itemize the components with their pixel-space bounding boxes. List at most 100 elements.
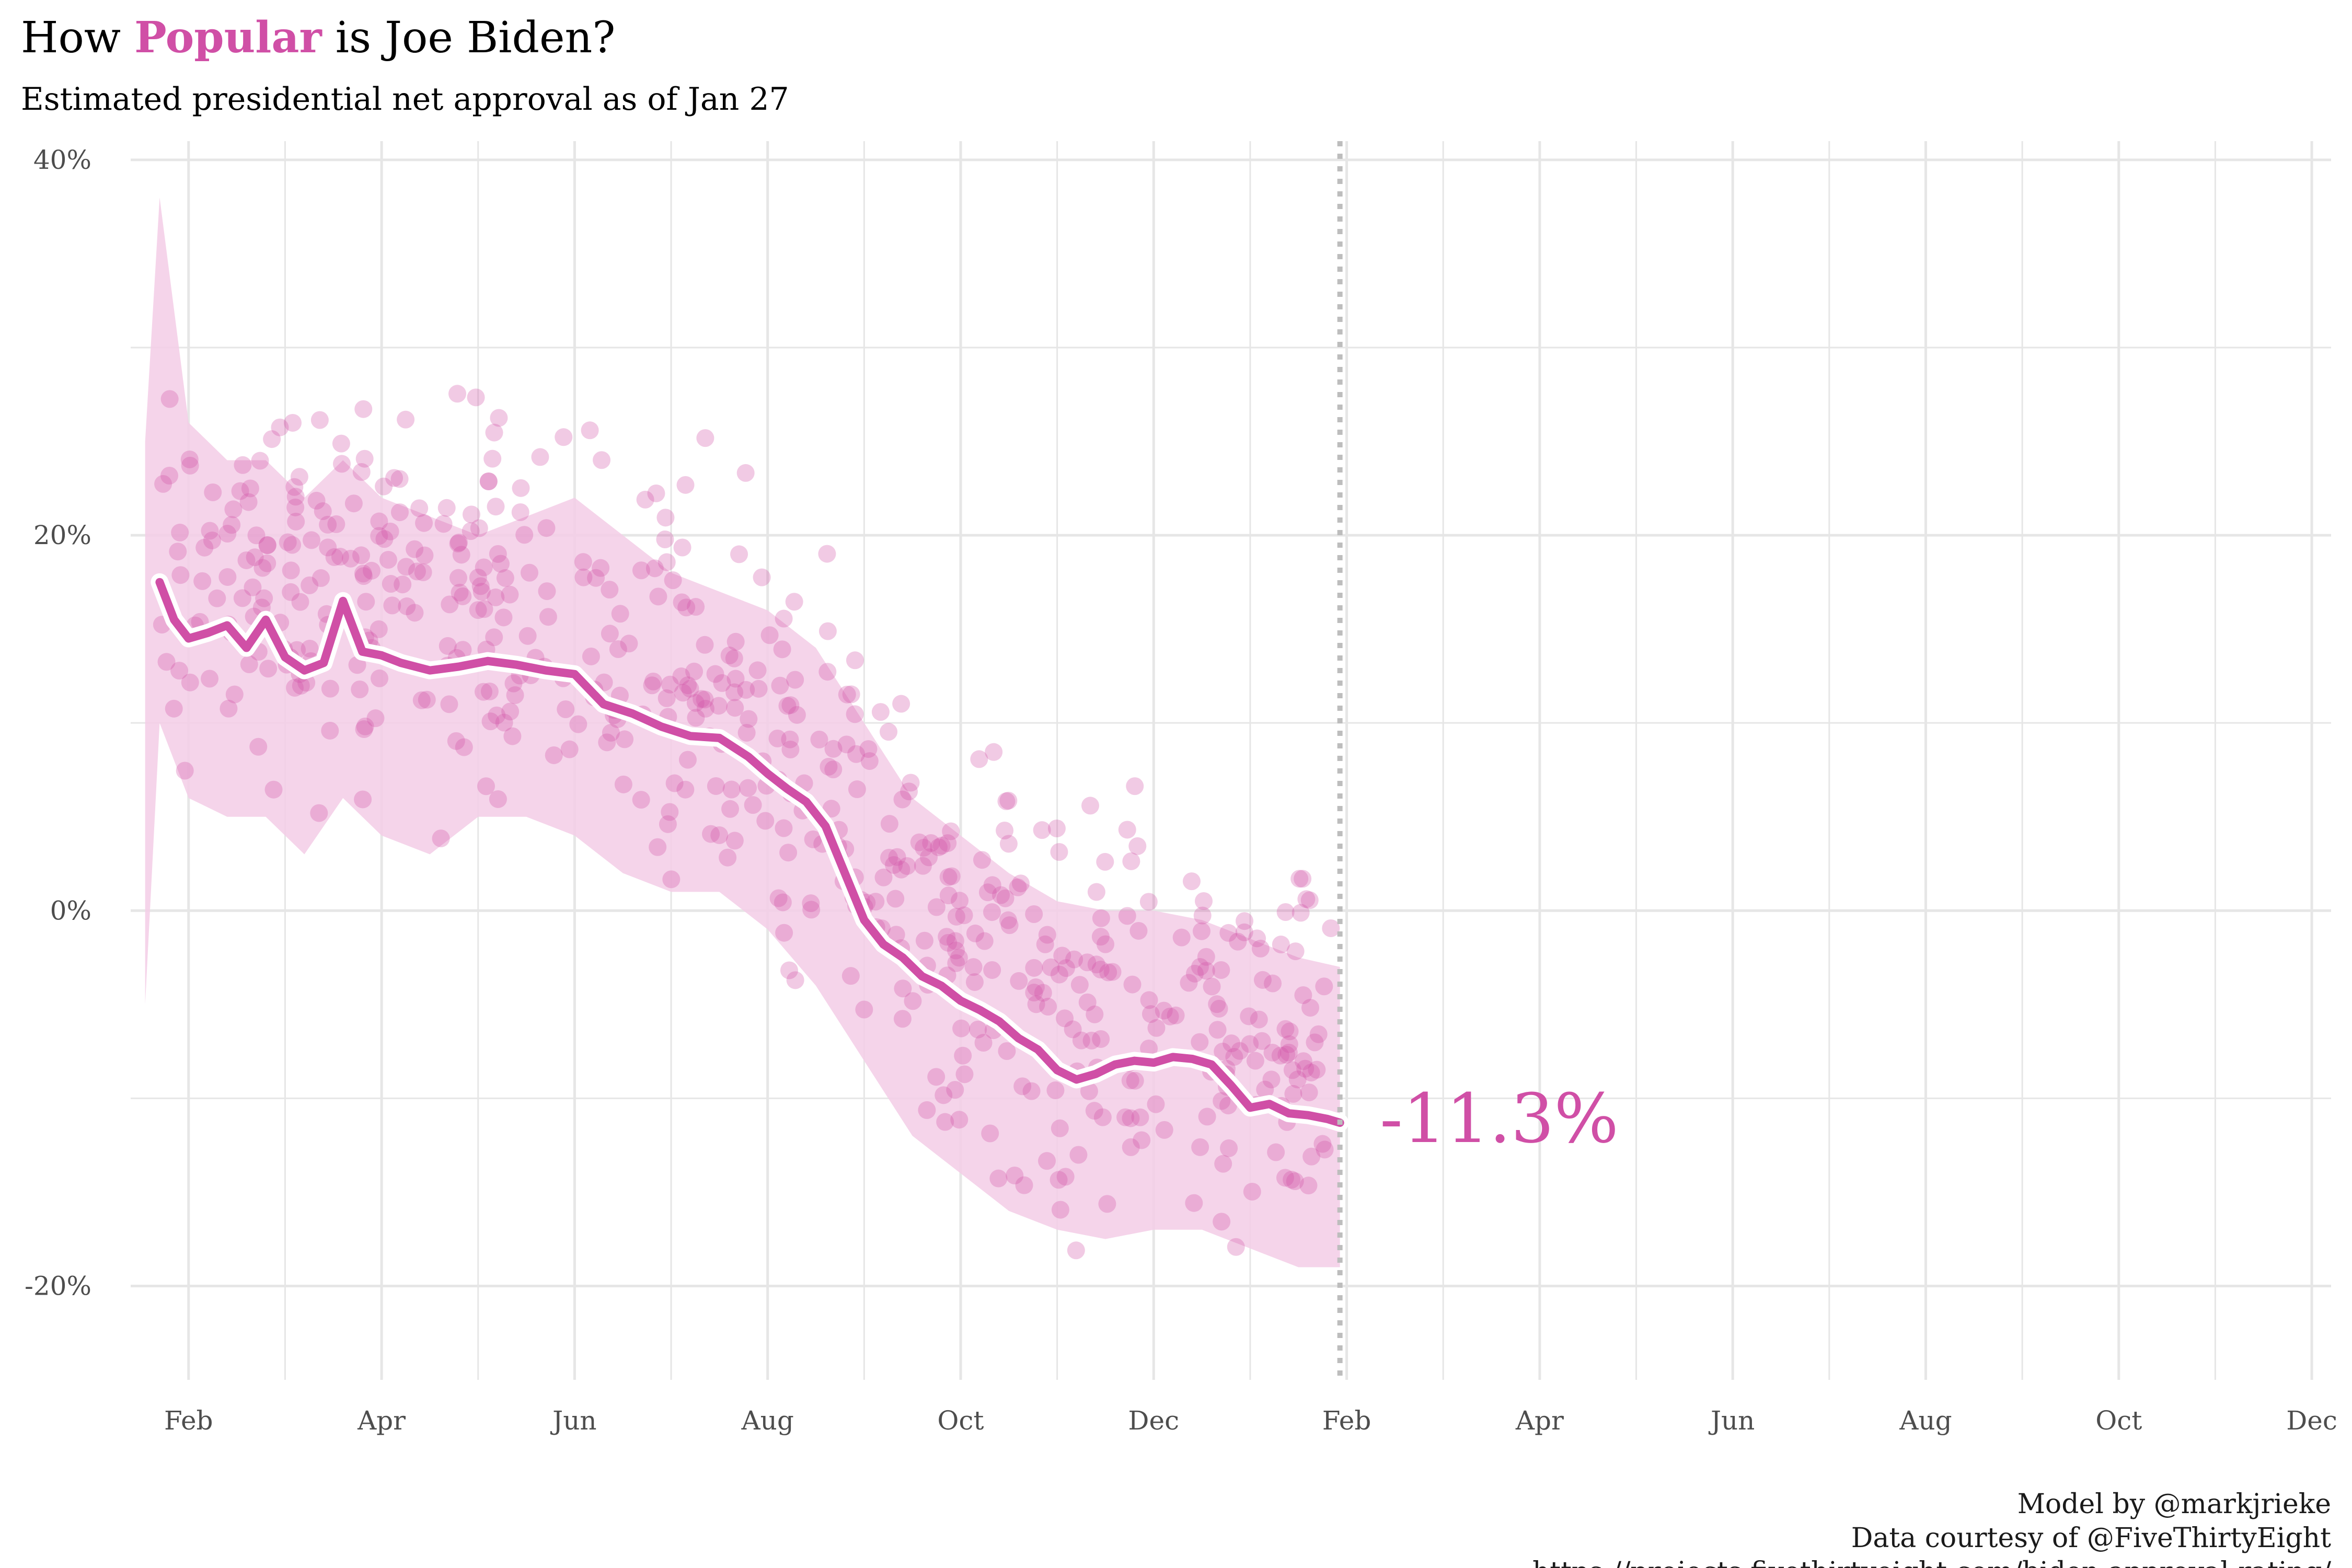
poll-point [1050, 965, 1068, 984]
poll-point [707, 777, 725, 795]
poll-point [1185, 964, 1204, 983]
poll-point [251, 452, 269, 470]
poll-point [382, 575, 400, 593]
poll-point [748, 661, 767, 679]
poll-point [287, 512, 305, 531]
x-tick-label: Feb [164, 1405, 213, 1436]
poll-point [432, 829, 450, 848]
x-tick-label: Oct [2095, 1405, 2142, 1436]
poll-point [954, 1046, 972, 1065]
poll-point [319, 515, 337, 534]
poll-point [201, 522, 219, 540]
poll-point [496, 569, 514, 587]
poll-point [656, 509, 675, 527]
chart-subtitle: Estimated presidential net approval as o… [21, 81, 789, 118]
poll-point [888, 848, 906, 866]
poll-point [439, 637, 457, 655]
title-highlight: Popular [134, 13, 322, 63]
poll-point [999, 835, 1018, 853]
x-tick-label: Aug [1899, 1405, 1952, 1436]
poll-point [1262, 1070, 1281, 1089]
poll-point [726, 699, 744, 717]
poll-point [1087, 883, 1105, 901]
poll-point [170, 662, 189, 680]
poll-point [208, 589, 226, 607]
poll-point [282, 583, 300, 601]
poll-point [224, 500, 243, 518]
poll-point [1140, 991, 1158, 1009]
poll-point [778, 697, 797, 715]
poll-point [955, 1065, 974, 1083]
poll-point [520, 563, 538, 582]
poll-point [390, 470, 409, 488]
x-tick-label: Dec [2286, 1405, 2337, 1436]
poll-point [503, 727, 522, 745]
poll-point [560, 740, 579, 758]
poll-point [1000, 916, 1019, 935]
poll-point [775, 924, 793, 942]
poll-point [357, 593, 375, 611]
poll-point [769, 889, 788, 907]
poll-point [1067, 1241, 1085, 1260]
poll-point [455, 738, 473, 756]
poll-point [969, 1020, 987, 1039]
poll-point [383, 596, 401, 615]
poll-point [319, 538, 337, 557]
poll-point [286, 678, 304, 697]
poll-point [394, 575, 412, 594]
poll-point [258, 554, 276, 572]
poll-point [939, 933, 958, 952]
poll-point [874, 868, 893, 886]
poll-point [479, 472, 498, 490]
poll-point [375, 477, 393, 495]
poll-point [1161, 1007, 1179, 1025]
poll-point [406, 604, 424, 622]
poll-point [1283, 1061, 1301, 1079]
poll-point [193, 572, 212, 590]
poll-point [1039, 998, 1057, 1016]
poll-point [321, 679, 339, 698]
poll-point [611, 605, 629, 623]
poll-point [1251, 939, 1270, 958]
poll-point [950, 1111, 969, 1129]
poll-point [282, 561, 300, 580]
poll-point [681, 679, 699, 698]
poll-point [1070, 976, 1089, 994]
poll-point [1006, 1166, 1024, 1184]
poll-point [574, 568, 593, 586]
poll-point [647, 484, 665, 502]
poll-point [181, 673, 199, 691]
poll-point [471, 577, 490, 595]
poll-point [1051, 1201, 1069, 1219]
poll-point [485, 423, 503, 442]
x-tick-label: Apr [357, 1405, 406, 1436]
poll-point [1092, 909, 1110, 927]
poll-point [636, 490, 654, 509]
poll-point [233, 589, 251, 607]
poll-point [475, 600, 493, 618]
poll-point [773, 640, 791, 659]
poll-point [946, 1081, 964, 1099]
poll-point [1309, 1025, 1328, 1043]
poll-point [665, 774, 684, 792]
poll-point [1197, 962, 1215, 980]
poll-point [727, 670, 745, 688]
poll-point [1272, 936, 1290, 954]
poll-point [475, 558, 493, 577]
poll-point [998, 1042, 1016, 1060]
poll-point [810, 730, 828, 748]
poll-point [331, 548, 349, 566]
y-tick-label: 0% [50, 895, 91, 926]
poll-point [1277, 1045, 1296, 1064]
poll-point [366, 709, 385, 728]
poll-point [169, 543, 187, 561]
trend-line [155, 578, 1344, 1127]
poll-point [410, 499, 429, 517]
poll-point [750, 679, 768, 698]
poll-point [160, 390, 179, 408]
poll-point [894, 979, 912, 998]
poll-point [511, 503, 529, 521]
poll-point [1147, 1019, 1166, 1037]
poll-point [181, 456, 199, 475]
poll-point [983, 961, 1001, 979]
